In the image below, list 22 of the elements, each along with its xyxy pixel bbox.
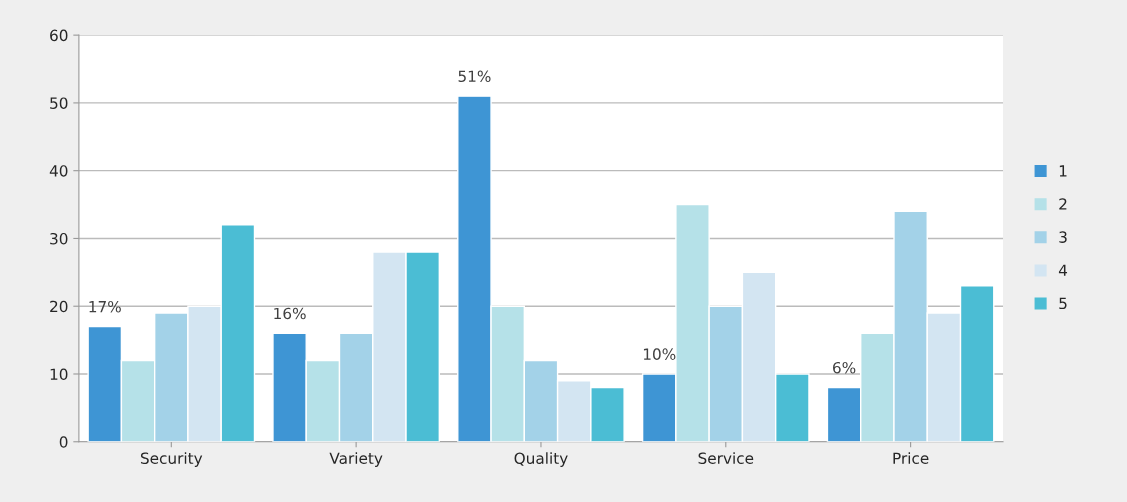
x-tick-label: Variety bbox=[329, 452, 383, 467]
y-tick-label: 20 bbox=[50, 300, 68, 313]
legend-label: 5 bbox=[1059, 297, 1067, 310]
annotation: 6% bbox=[833, 361, 856, 374]
y-tick-label: 40 bbox=[49, 165, 68, 177]
annotation: 51% bbox=[458, 70, 491, 83]
y-tick-label: 10 bbox=[50, 368, 68, 381]
x-tick-label: Security bbox=[140, 452, 203, 467]
legend-label: 4 bbox=[1058, 264, 1068, 276]
legend-label: 1 bbox=[1059, 165, 1067, 177]
annotation: 10% bbox=[643, 348, 676, 360]
annotation: 17% bbox=[89, 300, 121, 313]
x-tick-label: Price bbox=[893, 452, 929, 464]
legend-label: 2 bbox=[1059, 198, 1067, 210]
legend-label: 3 bbox=[1059, 231, 1067, 243]
y-tick-label: 50 bbox=[50, 97, 68, 109]
annotation: 16% bbox=[274, 307, 306, 320]
y-tick-label: 30 bbox=[50, 232, 68, 245]
y-tick-label: 0 bbox=[59, 436, 68, 448]
y-tick-label: 60 bbox=[50, 29, 68, 42]
x-tick-label: Quality bbox=[514, 452, 568, 467]
x-tick-label: Service bbox=[698, 452, 754, 464]
